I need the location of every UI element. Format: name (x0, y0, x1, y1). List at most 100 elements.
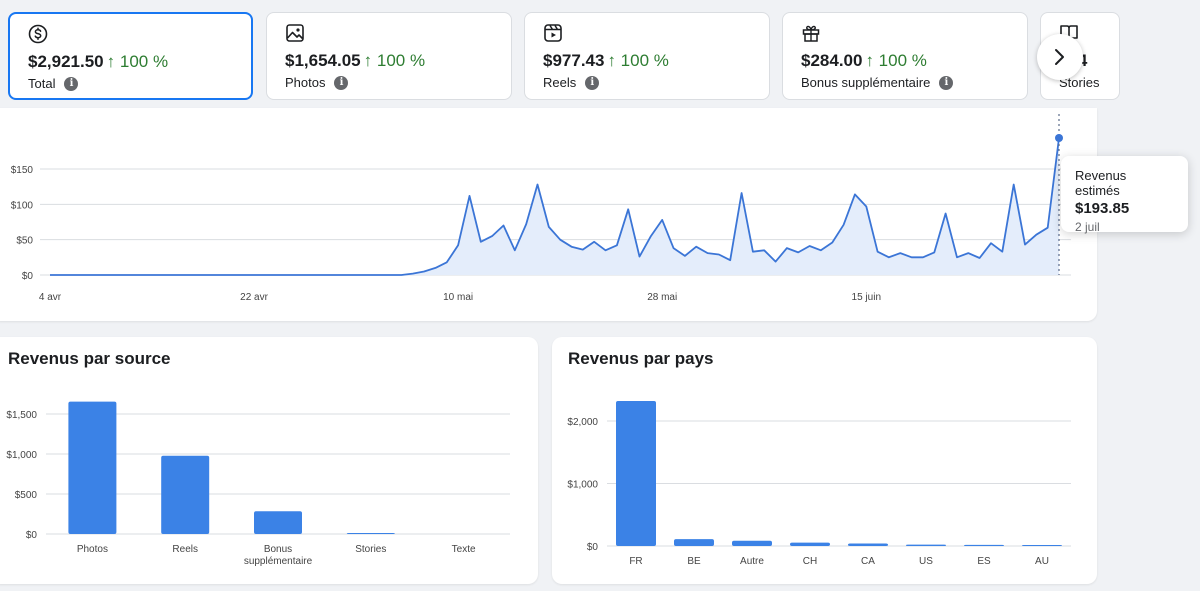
category-label-line: AU (1035, 556, 1049, 567)
bar[interactable] (964, 544, 1004, 546)
metric-card-reels[interactable]: $977.43 ↑ 100 % Reels i (524, 12, 770, 100)
metric-amount: $977.43 (543, 51, 605, 70)
bar[interactable] (906, 544, 946, 546)
category-label: FR (629, 556, 642, 567)
revenue-by-source-chart[interactable]: $0 $500 $1,000 $1,500 Photos Reels Bonus supplé… (0, 337, 538, 584)
tooltip-value: $193.85 (1075, 200, 1130, 217)
bar[interactable] (732, 540, 772, 546)
bar[interactable] (1022, 545, 1062, 546)
next-arrow-button[interactable] (1037, 34, 1083, 80)
category-label-line: Bonus (264, 544, 292, 555)
metric-amount: $1,654.05 (285, 51, 361, 70)
category-label: Autre (740, 556, 764, 567)
y-tick-label: $1,000 (6, 450, 37, 461)
metric-card-bonus-suppl-mentaire[interactable]: $284.00 ↑ 100 % Bonus supplémentaire i (782, 12, 1028, 100)
metric-label-row: Photos i (285, 75, 349, 90)
reels-icon (543, 23, 563, 43)
category-label-line: Autre (740, 556, 764, 567)
category-label-line: CA (861, 556, 875, 567)
info-icon[interactable]: i (939, 75, 954, 90)
chevron-right-icon (1055, 49, 1064, 65)
x-tick-label: 22 avr (240, 292, 268, 303)
category-label-line: Texte (452, 544, 476, 555)
metric-value: $1,654.05 ↑ 100 % (285, 51, 425, 71)
revenue-chart-card: $0 $50 $100 $150 4 avr 22 avr 10 mai 28 mai 15 j… (0, 108, 1097, 321)
y-tick-label: $500 (15, 490, 38, 501)
revenue-area (50, 138, 1059, 275)
y-tick-label: $50 (16, 236, 33, 247)
metric-label: Stories (1059, 75, 1100, 90)
y-tick-label: $150 (11, 165, 34, 176)
category-label: US (919, 556, 933, 567)
category-label: CH (803, 556, 817, 567)
category-label-line: Photos (77, 544, 108, 555)
hover-point[interactable] (1055, 134, 1063, 143)
y-tick-label: $0 (26, 530, 38, 541)
tooltip-date: 2 juil (1075, 220, 1100, 234)
x-tick-label: 28 mai (647, 292, 677, 303)
category-label-line: BE (687, 556, 701, 567)
metric-value: $2,921.50 ↑ 100 % (28, 52, 168, 72)
category-label: Stories (355, 544, 386, 555)
dollar-circle-icon (28, 24, 48, 44)
bar[interactable] (790, 542, 830, 546)
bar[interactable] (616, 401, 656, 546)
category-label: BE (687, 556, 701, 567)
metric-amount: $2,921.50 (28, 52, 104, 71)
bar[interactable] (346, 533, 395, 534)
info-icon[interactable]: i (334, 75, 349, 90)
info-icon[interactable]: i (64, 76, 79, 91)
category-label: Reels (172, 544, 198, 555)
category-label: Photos (77, 544, 108, 555)
metric-label-row: Bonus supplémentaire i (801, 75, 954, 90)
metric-card-photos[interactable]: $1,654.05 ↑ 100 % Photos i (266, 12, 512, 100)
category-label-line: US (919, 556, 933, 567)
gift-icon (801, 23, 821, 43)
revenue-by-source-card: $0 $500 $1,000 $1,500 Photos Reels Bonus supplé… (0, 337, 538, 584)
metric-amount: $284.00 (801, 51, 863, 70)
category-label-line: FR (629, 556, 642, 567)
metric-label: Total (28, 76, 56, 91)
bar[interactable] (161, 455, 210, 534)
source-section-title: Revenus par source (8, 349, 171, 368)
revenue-line (50, 137, 1060, 276)
metric-label: Bonus supplémentaire (801, 75, 931, 90)
x-tick-label: 10 mai (443, 292, 473, 303)
metric-label-row: Total i (28, 76, 79, 91)
category-label: Bonus supplémentaire (244, 544, 313, 567)
bar[interactable] (68, 401, 117, 534)
y-tick-label: $0 (22, 271, 34, 282)
metric-label-row: Stories (1059, 75, 1099, 90)
category-label-line: supplémentaire (244, 556, 313, 567)
category-label-line: CH (803, 556, 817, 567)
revenue-by-country-chart[interactable]: $0 $1,000 $2,000 FR BE Autre CH CA US ES AU (552, 337, 1097, 584)
metric-label: Photos (285, 75, 326, 90)
info-icon[interactable]: i (585, 75, 600, 90)
bar[interactable] (848, 543, 888, 547)
metric-label: Reels (543, 75, 577, 90)
x-tick-label: 15 juin (852, 292, 881, 303)
x-tick-label: 4 avr (39, 292, 62, 303)
metric-card-total[interactable]: $2,921.50 ↑ 100 % Total i (8, 12, 253, 100)
category-label: CA (861, 556, 875, 567)
revenue-line-chart[interactable]: $0 $50 $100 $150 4 avr 22 avr 10 mai 28 mai 15 j… (0, 108, 1097, 321)
chart-tooltip: Revenus estimés $193.85 2 juil (1061, 156, 1188, 234)
metric-label-row: Reels i (543, 75, 600, 90)
bar[interactable] (254, 511, 302, 534)
metric-change: ↑ 100 % (363, 51, 426, 70)
metric-value: $977.43 ↑ 100 % (543, 51, 669, 71)
bar[interactable] (674, 539, 714, 546)
metric-change: ↑ 100 % (865, 51, 927, 70)
category-label-line: Reels (172, 544, 198, 555)
y-tick-label: $0 (587, 542, 599, 553)
y-tick-label: $2,000 (567, 417, 598, 428)
category-label: AU (1035, 556, 1049, 567)
category-label: ES (977, 556, 991, 567)
metric-change: ↑ 100 % (607, 51, 669, 70)
revenue-by-country-card: $0 $1,000 $2,000 FR BE Autre CH CA US ES AU (552, 337, 1097, 584)
category-label-line: ES (977, 556, 991, 567)
category-label-line: Stories (355, 544, 386, 555)
metric-change: ↑ 100 % (106, 52, 169, 71)
category-label: Texte (452, 544, 476, 555)
metric-value: $284.00 ↑ 100 % (801, 51, 927, 71)
